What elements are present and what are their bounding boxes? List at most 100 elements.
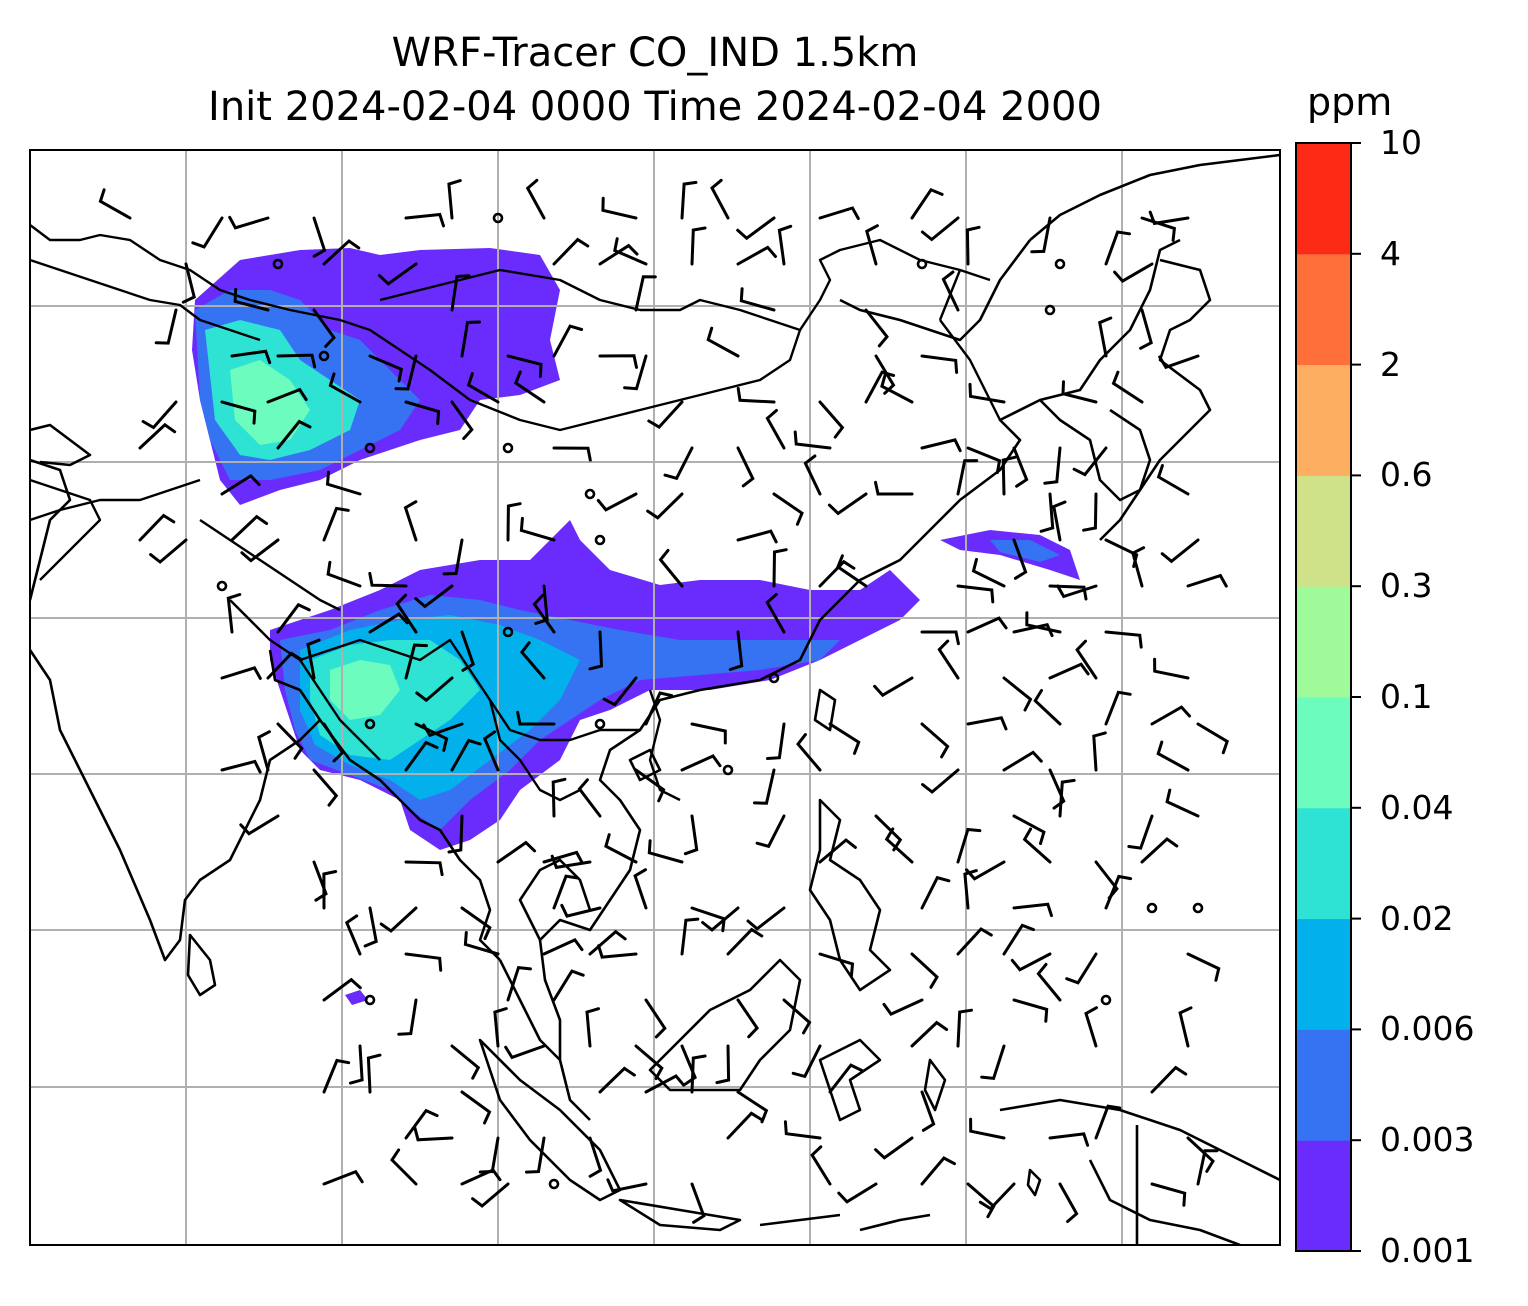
wind-barb [322, 870, 338, 910]
wind-barb [746, 906, 786, 931]
colorbar-tick-label: 0.04 [1380, 787, 1454, 827]
wind-barb [404, 1108, 439, 1140]
wind-barb [921, 768, 960, 794]
coast-maluku [923, 1058, 1042, 1197]
wind-barb [966, 616, 1008, 634]
border-mainland-se [648, 689, 681, 802]
wind-barb [864, 370, 896, 404]
wind-barb [739, 287, 776, 312]
wind-barb [325, 470, 362, 496]
wind-barb [736, 446, 755, 488]
wind-barb [1012, 902, 1053, 918]
colorbar-swatch [1296, 586, 1351, 698]
wind-barb [220, 473, 261, 496]
wind-barb [1153, 657, 1190, 680]
colorbar-swatch [1296, 918, 1351, 1030]
coastlines [30, 153, 1280, 1245]
wind-barb [496, 840, 537, 864]
calm-wind-circle [502, 626, 514, 638]
coast-russia-inner [839, 239, 1032, 342]
wind-barb [463, 931, 500, 956]
wind-barb [233, 287, 270, 312]
wind-barb [1094, 1104, 1122, 1140]
wind-barb [230, 514, 269, 542]
wind-barb [690, 226, 707, 266]
wind-barb [257, 730, 271, 772]
wind-barb [363, 906, 378, 948]
colorbar-swatch [1296, 143, 1351, 255]
wind-barb [390, 1148, 418, 1186]
wind-barb [647, 839, 684, 864]
colorbar-tick-label: 0.6 [1380, 455, 1433, 495]
calm-wind-circle [364, 442, 376, 454]
wind-barb [978, 1182, 1016, 1211]
coast-lesser-sunda [759, 1213, 931, 1232]
colorbar-swatch [1296, 1140, 1351, 1252]
wind-barb [1111, 370, 1144, 404]
wind-barb [220, 759, 262, 774]
wind-barb [1033, 689, 1062, 726]
wind-barb [920, 438, 962, 453]
wind-barb [154, 308, 178, 345]
wind-barb [1002, 750, 1043, 772]
wind-barb [634, 1044, 664, 1081]
wind-barb [322, 239, 361, 266]
wind-barb [920, 1090, 936, 1132]
calm-wind-circle [548, 1178, 560, 1190]
wind-barb [239, 814, 280, 836]
coast-java [618, 1198, 742, 1232]
wind-barb [818, 400, 845, 439]
wind-barb [690, 1054, 707, 1094]
wind-barb [1052, 500, 1067, 542]
wind-barb [1156, 464, 1190, 496]
wind-barb [601, 196, 638, 220]
wind-barb [969, 1117, 1006, 1140]
coast-myanmar [318, 719, 501, 961]
colorbar-swatch [1296, 807, 1351, 920]
wind-barb [394, 354, 418, 391]
calm-wind-circle [1146, 902, 1158, 914]
wind-barb [968, 382, 1006, 404]
wind-barb [1098, 316, 1113, 358]
map-title-line-2: Init 2024-02-04 0000 Time 2024-02-04 200… [208, 84, 1102, 130]
wind-barb [1196, 1149, 1219, 1186]
wind-barb [963, 869, 978, 910]
border-himalaya [199, 519, 341, 612]
wind-barb [542, 938, 584, 956]
wind-barb [772, 548, 788, 588]
wind-barb [328, 372, 362, 404]
wind-barb [306, 638, 321, 680]
wind-barb [634, 768, 666, 803]
wind-barb [765, 593, 786, 634]
wind-barb [450, 274, 471, 312]
wind-barb [865, 224, 879, 266]
coast-gulf-thailand [518, 858, 592, 941]
wind-barb [1148, 210, 1190, 226]
wind-barb [920, 216, 960, 242]
border-india-ne [299, 659, 381, 761]
wind-barb [552, 324, 584, 358]
wind-barb [1048, 662, 1090, 680]
wind-barb [766, 722, 786, 760]
wind-barb [525, 1136, 546, 1174]
wind-barb [818, 559, 856, 588]
wind-barb [736, 245, 777, 266]
wind-barb [634, 275, 657, 312]
wind-barb [478, 1136, 500, 1174]
wind-barb [506, 502, 522, 542]
wind-barb [550, 854, 592, 870]
wind-barb [971, 557, 1006, 588]
border-west [30, 478, 201, 581]
wind-barb [276, 602, 311, 634]
wind-barb [552, 237, 590, 266]
wind-barb [920, 630, 960, 646]
wind-barb [1025, 611, 1062, 634]
wind-barb [882, 998, 924, 1016]
wind-barb [920, 875, 951, 910]
coast-japan [1099, 258, 1212, 541]
wind-barb [413, 1126, 454, 1142]
wind-barb [818, 838, 857, 864]
wind-barb [690, 722, 727, 745]
wind-barb [623, 354, 648, 391]
